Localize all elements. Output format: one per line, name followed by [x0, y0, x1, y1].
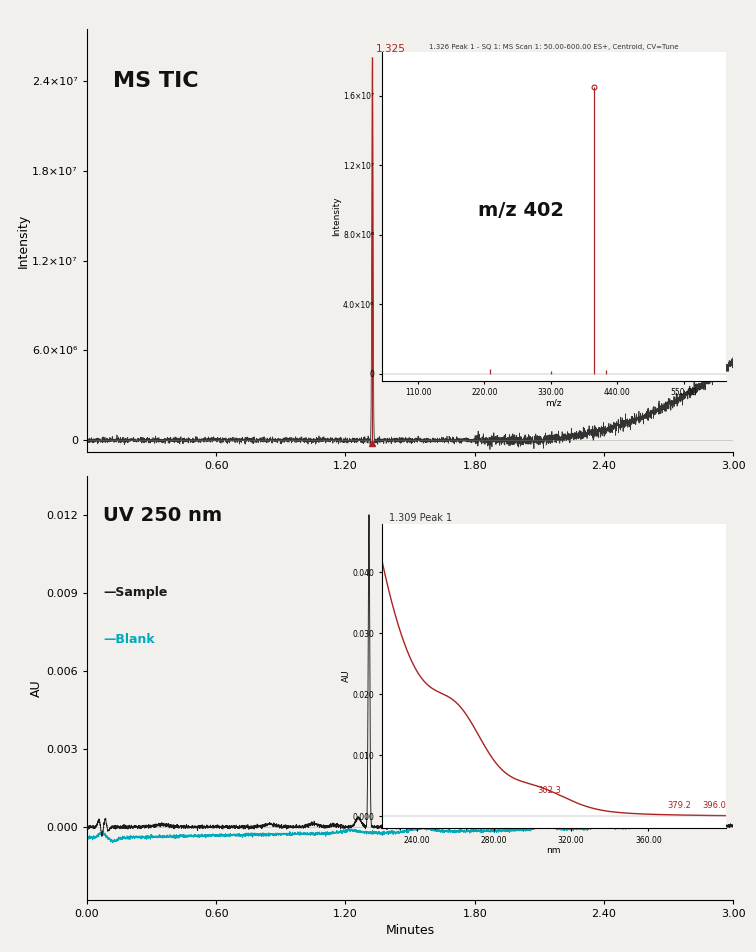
X-axis label: nm: nm — [547, 846, 561, 855]
Text: MS TIC: MS TIC — [113, 71, 198, 91]
X-axis label: Minutes: Minutes — [386, 477, 435, 489]
X-axis label: m/z: m/z — [546, 399, 562, 407]
X-axis label: Minutes: Minutes — [386, 924, 435, 937]
Y-axis label: Intensity: Intensity — [17, 213, 29, 268]
Title: 1.309 Peak 1: 1.309 Peak 1 — [389, 513, 452, 523]
Y-axis label: Intensity: Intensity — [333, 197, 342, 236]
Text: 1.325: 1.325 — [376, 44, 405, 54]
Text: 396.0: 396.0 — [702, 801, 727, 810]
Y-axis label: AU: AU — [342, 669, 351, 683]
Text: —Sample: —Sample — [103, 586, 168, 599]
Text: m/z 402: m/z 402 — [478, 201, 564, 220]
Text: UV 250 nm: UV 250 nm — [103, 506, 222, 525]
Y-axis label: AU: AU — [30, 679, 43, 697]
Text: 302.3: 302.3 — [537, 785, 561, 795]
Text: 379.2: 379.2 — [668, 801, 692, 810]
Text: —Blank: —Blank — [103, 633, 155, 645]
Title: 1.326 Peak 1 - SQ 1: MS Scan 1: 50.00-600.00 ES+, Centroid, CV=Tune: 1.326 Peak 1 - SQ 1: MS Scan 1: 50.00-60… — [429, 44, 679, 50]
